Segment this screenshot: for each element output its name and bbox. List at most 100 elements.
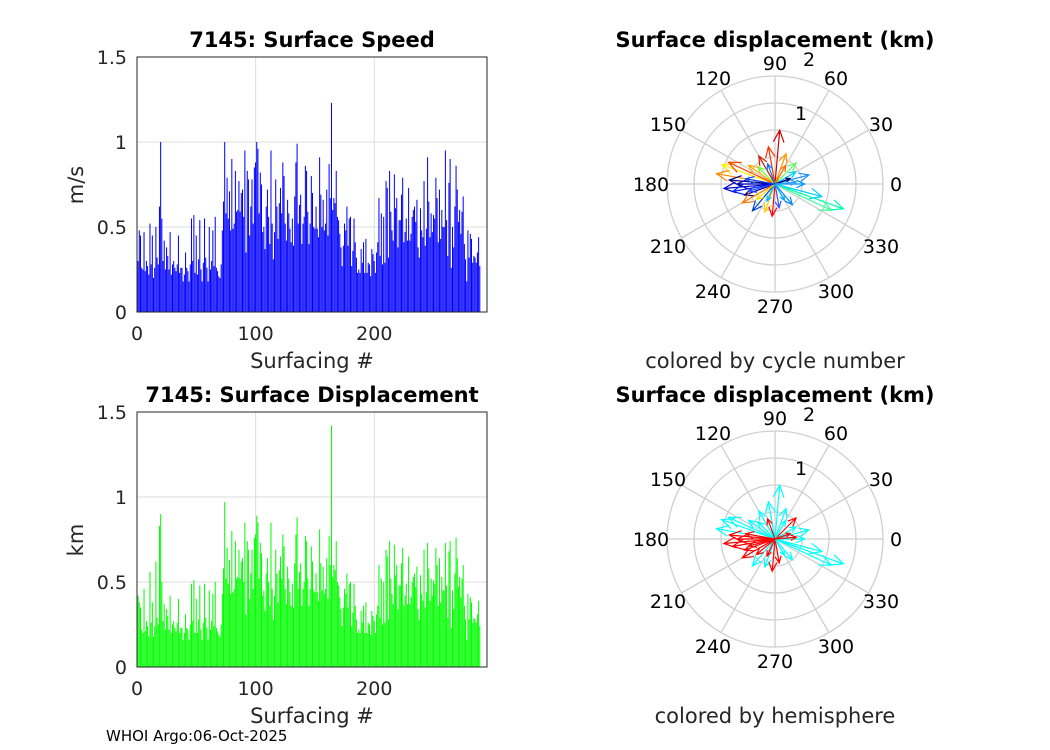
- bar: [302, 588, 304, 667]
- bar: [384, 262, 386, 312]
- bar: [472, 622, 474, 667]
- bar: [463, 244, 465, 312]
- bar: [309, 223, 311, 312]
- bar: [177, 599, 179, 667]
- bar-series: [137, 102, 481, 313]
- bar: [258, 213, 260, 312]
- bar: [348, 583, 350, 667]
- bar: [353, 218, 355, 312]
- displacement-vector: [774, 183, 845, 211]
- bar: [294, 563, 296, 667]
- bar: [238, 181, 240, 312]
- bar: [431, 232, 433, 312]
- bar: [461, 578, 463, 667]
- bar: [265, 573, 267, 667]
- bar: [170, 274, 172, 312]
- bar: [185, 252, 187, 312]
- bar: [329, 565, 331, 667]
- bar: [315, 573, 317, 667]
- bar: [418, 619, 420, 667]
- bar: [141, 267, 143, 312]
- bar: [214, 216, 216, 312]
- bar: [223, 568, 225, 667]
- bar: [285, 240, 287, 312]
- bar: [139, 607, 141, 667]
- bar: [169, 595, 171, 667]
- bar: [462, 196, 464, 312]
- bar: [188, 639, 190, 667]
- bar: [186, 627, 188, 667]
- bar: [385, 181, 387, 312]
- bar: [314, 592, 316, 667]
- bar: [376, 252, 378, 312]
- bar: [167, 616, 169, 667]
- bar: [284, 223, 286, 312]
- displacement-vector: [772, 483, 785, 540]
- angle-label: 30: [869, 114, 893, 136]
- bar: [316, 228, 318, 312]
- bar: [476, 614, 478, 667]
- bar: [397, 609, 399, 667]
- bar: [249, 235, 251, 312]
- bar: [283, 546, 285, 667]
- angle-label: 120: [695, 68, 731, 90]
- x-tick-label: 0: [131, 678, 143, 700]
- bar: [169, 232, 171, 312]
- displacement-vector: [768, 183, 778, 218]
- bar: [290, 605, 292, 667]
- bar: [351, 626, 353, 667]
- bar: [454, 206, 456, 312]
- bar: [467, 230, 469, 312]
- bar: [147, 626, 149, 667]
- vector-series: [715, 128, 845, 218]
- bar: [215, 627, 217, 667]
- y-tick-label: 1.5: [97, 47, 127, 69]
- displacement-vector: [774, 179, 798, 186]
- bar: [266, 189, 268, 312]
- bar: [332, 576, 334, 667]
- bar: [372, 254, 374, 312]
- bar: [300, 563, 302, 667]
- bar: [200, 269, 202, 312]
- bar: [357, 633, 359, 667]
- displacement-vector: [744, 531, 776, 540]
- bar: [156, 617, 158, 667]
- bar: [374, 633, 376, 667]
- bar: [322, 199, 324, 312]
- bar: [474, 619, 476, 667]
- bar: [153, 278, 155, 312]
- bar: [244, 150, 246, 312]
- bar: [349, 216, 351, 312]
- displacement-vector: [741, 183, 776, 204]
- bar: [190, 218, 192, 312]
- displacement-vector: [774, 534, 798, 541]
- bar: [359, 272, 361, 312]
- bar: [450, 627, 452, 667]
- bar: [429, 237, 431, 312]
- bar: [370, 276, 372, 312]
- angle-label: 180: [633, 529, 669, 551]
- bar: [364, 272, 366, 312]
- displacement-vector: [747, 183, 776, 193]
- displacement-vector: [774, 161, 798, 185]
- bar: [340, 609, 342, 667]
- bar: [447, 255, 449, 312]
- bar: [137, 261, 139, 312]
- bar: [341, 626, 343, 667]
- bar: [414, 573, 416, 667]
- bar: [250, 206, 252, 312]
- bar: [325, 223, 327, 312]
- bar: [452, 227, 454, 312]
- bar: [255, 162, 257, 312]
- bar: [160, 514, 162, 667]
- bar: [406, 240, 408, 312]
- bar: [225, 578, 227, 667]
- bar: [345, 593, 347, 667]
- bar-series: [137, 425, 481, 667]
- bar: [297, 223, 299, 312]
- bar: [456, 189, 458, 312]
- bar: [187, 629, 189, 667]
- bar: [473, 255, 475, 312]
- bar: [387, 619, 389, 667]
